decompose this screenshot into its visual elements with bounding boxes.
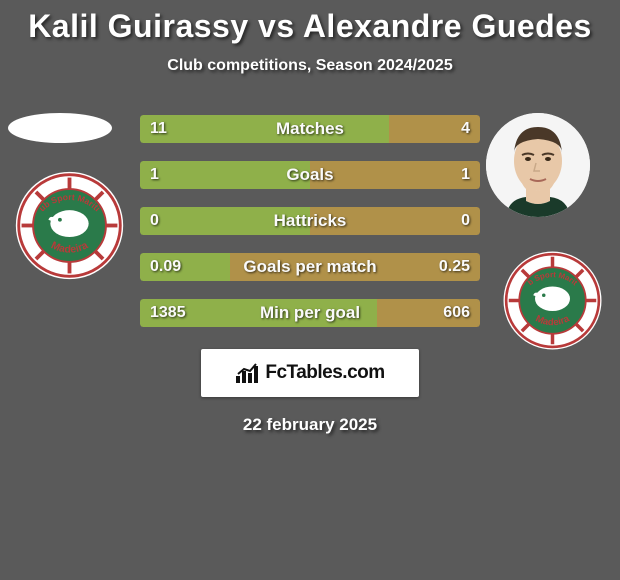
player-right-photo [486,113,590,217]
brand-badge: FcTables.com [201,349,419,397]
stat-label: Min per goal [140,299,480,327]
subtitle: Club competitions, Season 2024/2025 [0,57,620,75]
footer-date: 22 february 2025 [0,415,620,435]
player-left-photo [8,113,112,143]
stat-label: Hattricks [140,207,480,235]
comparison-card: Kalil Guirassy vs Alexandre Guedes Club … [0,0,620,435]
stat-row: 11Goals [140,161,480,189]
player-left-club-logo: ub Sport Mariti Madeira [12,168,127,288]
stat-label: Goals [140,161,480,189]
stat-label: Goals per match [140,253,480,281]
stat-label: Matches [140,115,480,143]
stat-row: 1385606Min per goal [140,299,480,327]
brand-text: FcTables.com [265,362,384,384]
maritimo-logo-icon: b Sport Marit Madeira [500,248,605,353]
player-face-icon [486,113,590,217]
player-right-club-logo: b Sport Marit Madeira [500,248,605,358]
bars-icon [235,362,261,384]
stat-row: 00Hattricks [140,207,480,235]
stat-bars: 114Matches 11Goals 00Hattricks 0.090.25Goal… [140,113,480,327]
main-area: ub Sport Mariti Madeira [0,113,620,327]
stat-row: 114Matches [140,115,480,143]
stat-row: 0.090.25Goals per match [140,253,480,281]
maritimo-logo-icon: ub Sport Mariti Madeira [12,168,127,283]
page-title: Kalil Guirassy vs Alexandre Guedes [0,8,620,45]
